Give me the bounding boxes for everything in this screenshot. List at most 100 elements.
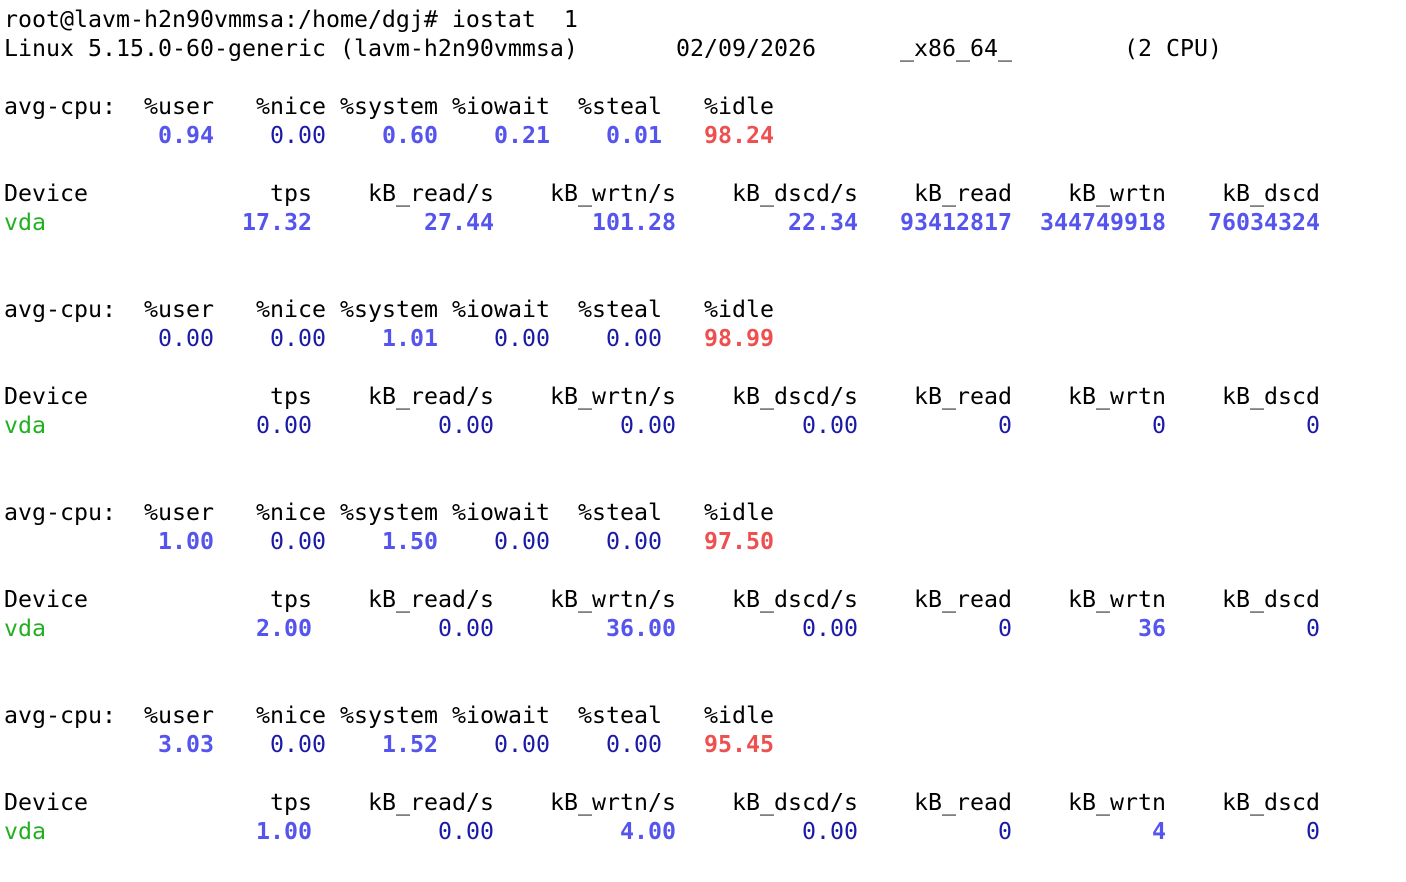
cpu-header: %user	[144, 93, 214, 120]
device-value: 4	[1152, 818, 1166, 845]
device-value: 93412817	[900, 209, 1012, 236]
cpu-header: %idle	[704, 702, 774, 729]
cpu-header: %system	[340, 93, 438, 120]
cpu-value: 0.00	[270, 731, 326, 758]
cpu-value: 0.00	[606, 731, 662, 758]
device-header: kB_wrtn/s	[550, 180, 676, 207]
device-header: kB_wrtn/s	[550, 586, 676, 613]
device-header: kB_dscd/s	[732, 180, 858, 207]
device-header: Device	[4, 586, 88, 613]
device-value: 0	[998, 615, 1012, 642]
device-name: vda	[4, 818, 46, 845]
device-value: 0.00	[802, 412, 858, 439]
device-header: kB_dscd	[1222, 383, 1320, 410]
kernel-info: Linux 5.15.0-60-generic (lavm-h2n90vmmsa…	[4, 35, 578, 62]
device-value: 4.00	[620, 818, 676, 845]
cpu-header: %steal	[578, 296, 662, 323]
device-value: 101.28	[592, 209, 676, 236]
device-header: kB_read	[914, 180, 1012, 207]
cpu-value: 98.24	[704, 122, 774, 149]
cpu-value: 0.00	[494, 528, 550, 555]
cpu-header: %idle	[704, 296, 774, 323]
device-value: 0.00	[620, 412, 676, 439]
cpu-header: %user	[144, 499, 214, 526]
device-header: kB_read	[914, 383, 1012, 410]
cpu-header: %iowait	[452, 499, 550, 526]
device-value: 0	[1306, 412, 1320, 439]
cpu-value: 0.94	[158, 122, 214, 149]
cpu-value: 1.50	[382, 528, 438, 555]
cpu-header: %nice	[256, 93, 326, 120]
device-header: kB_wrtn	[1068, 383, 1166, 410]
device-header: kB_dscd	[1222, 586, 1320, 613]
device-value: 27.44	[424, 209, 494, 236]
cpu-value: 98.99	[704, 325, 774, 352]
cpu-value: 0.21	[494, 122, 550, 149]
cpu-value: 0.00	[270, 528, 326, 555]
cpu-value: 3.03	[158, 731, 214, 758]
cpu-value: 0.00	[270, 122, 326, 149]
device-header: tps	[270, 586, 312, 613]
cpu-header: %nice	[256, 702, 326, 729]
date: 02/09/2026	[676, 35, 816, 62]
device-value: 0.00	[802, 818, 858, 845]
device-value: 36	[1138, 615, 1166, 642]
cpu-header: %system	[340, 499, 438, 526]
device-value: 76034324	[1208, 209, 1320, 236]
cpu-value: 0.00	[270, 325, 326, 352]
device-value: 0.00	[438, 412, 494, 439]
cpu-value: 1.01	[382, 325, 438, 352]
device-header: kB_wrtn/s	[550, 789, 676, 816]
device-header: kB_dscd/s	[732, 383, 858, 410]
cpu-header: %system	[340, 702, 438, 729]
device-value: 0.00	[438, 615, 494, 642]
cpu-value: 1.52	[382, 731, 438, 758]
cpu-header-label: avg-cpu:	[4, 702, 116, 729]
device-value: 17.32	[242, 209, 312, 236]
command-line: root@lavm-h2n90vmmsa:/home/dgj# iostat 1	[4, 6, 578, 33]
device-header: kB_read/s	[368, 383, 494, 410]
device-header: tps	[270, 789, 312, 816]
device-value: 22.34	[788, 209, 858, 236]
cpu-header: %nice	[256, 296, 326, 323]
device-header: kB_dscd/s	[732, 789, 858, 816]
cpu-header: %iowait	[452, 93, 550, 120]
device-header: kB_read/s	[368, 789, 494, 816]
cpu-header: %user	[144, 702, 214, 729]
cpu-header: %steal	[578, 93, 662, 120]
device-name: vda	[4, 615, 46, 642]
cpu-count: (2 CPU)	[1124, 35, 1222, 62]
cpu-header: %steal	[578, 499, 662, 526]
device-header: kB_wrtn/s	[550, 383, 676, 410]
device-header: tps	[270, 180, 312, 207]
cpu-header-label: avg-cpu:	[4, 499, 116, 526]
cpu-header: %iowait	[452, 702, 550, 729]
device-header: Device	[4, 789, 88, 816]
cpu-header: %steal	[578, 702, 662, 729]
device-name: vda	[4, 412, 46, 439]
device-value: 0.00	[256, 412, 312, 439]
device-value: 36.00	[606, 615, 676, 642]
cpu-value: 0.00	[494, 325, 550, 352]
device-value: 0	[998, 818, 1012, 845]
cpu-header: %iowait	[452, 296, 550, 323]
cpu-header: %nice	[256, 499, 326, 526]
device-value: 0	[1152, 412, 1166, 439]
arch: _x86_64_	[900, 35, 1012, 62]
device-value: 0	[1306, 615, 1320, 642]
device-value: 0	[1306, 818, 1320, 845]
device-value: 1.00	[256, 818, 312, 845]
cpu-value: 0.01	[606, 122, 662, 149]
cpu-value: 0.60	[382, 122, 438, 149]
cpu-value: 0.00	[606, 325, 662, 352]
device-header: Device	[4, 180, 88, 207]
cpu-value: 97.50	[704, 528, 774, 555]
device-header: kB_dscd/s	[732, 586, 858, 613]
device-value: 344749918	[1040, 209, 1166, 236]
device-value: 0.00	[802, 615, 858, 642]
cpu-header-label: avg-cpu:	[4, 93, 116, 120]
device-header: Device	[4, 383, 88, 410]
device-value: 0.00	[438, 818, 494, 845]
cpu-value: 0.00	[494, 731, 550, 758]
device-header: kB_read/s	[368, 180, 494, 207]
